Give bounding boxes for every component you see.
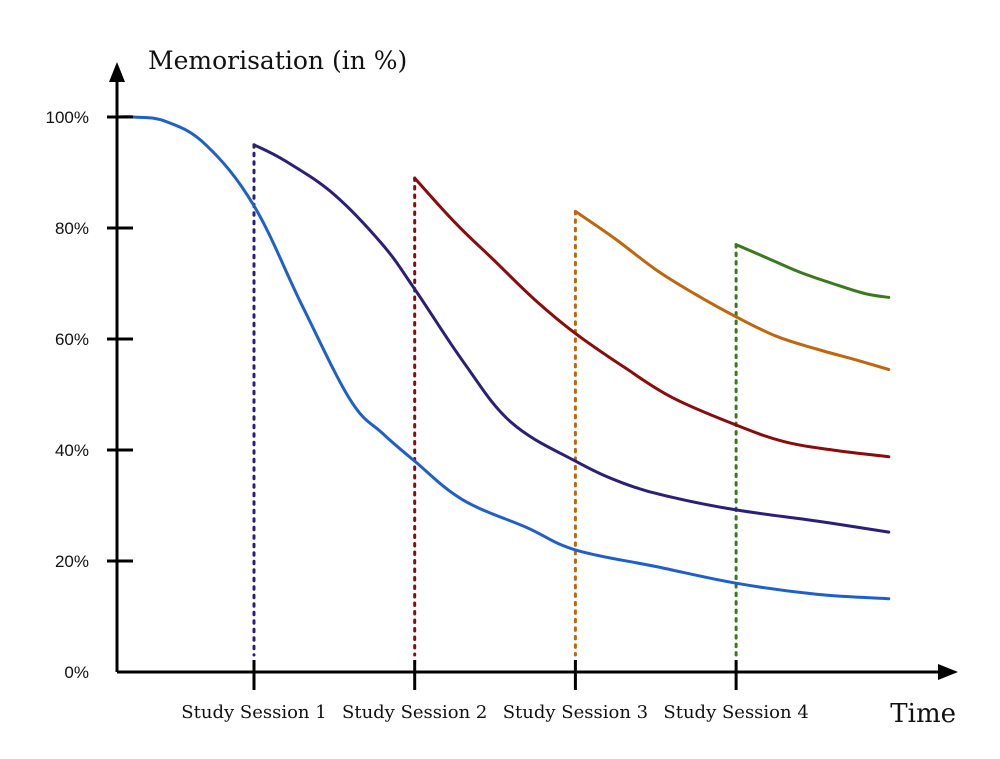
y-ticks: 0% 20% 40% 60% 80% 100%	[46, 108, 133, 682]
y-axis-arrowhead	[109, 62, 125, 82]
y-tick-label: 40%	[55, 441, 89, 460]
session-guides	[252, 143, 738, 657]
y-tick-label: 100%	[46, 108, 89, 127]
x-tick-label: Study Session 3	[503, 702, 648, 723]
curve-after-session-1	[252, 143, 891, 534]
x-tick-label: Study Session 2	[342, 702, 487, 723]
x-tick-label: Study Session 4	[663, 702, 808, 723]
x-axis-arrowhead	[938, 664, 958, 680]
memory-curves	[114, 115, 891, 601]
x-axis-title: Time	[890, 699, 956, 729]
axes	[109, 62, 958, 680]
curve-after-session-3	[573, 209, 891, 371]
y-tick-label: 20%	[55, 552, 89, 571]
curve-after-session-2	[413, 176, 891, 459]
y-tick-label: 60%	[55, 330, 89, 349]
curve-after-session-4	[734, 243, 891, 299]
x-tick-label: Study Session 1	[181, 702, 326, 723]
y-tick-label: 80%	[55, 219, 89, 238]
curve-initial	[114, 115, 891, 601]
y-tick-label: 0%	[64, 663, 89, 682]
x-ticks: Study Session 1 Study Session 2 Study Sess…	[181, 660, 809, 723]
y-axis-title: Memorisation (in %)	[148, 46, 407, 75]
